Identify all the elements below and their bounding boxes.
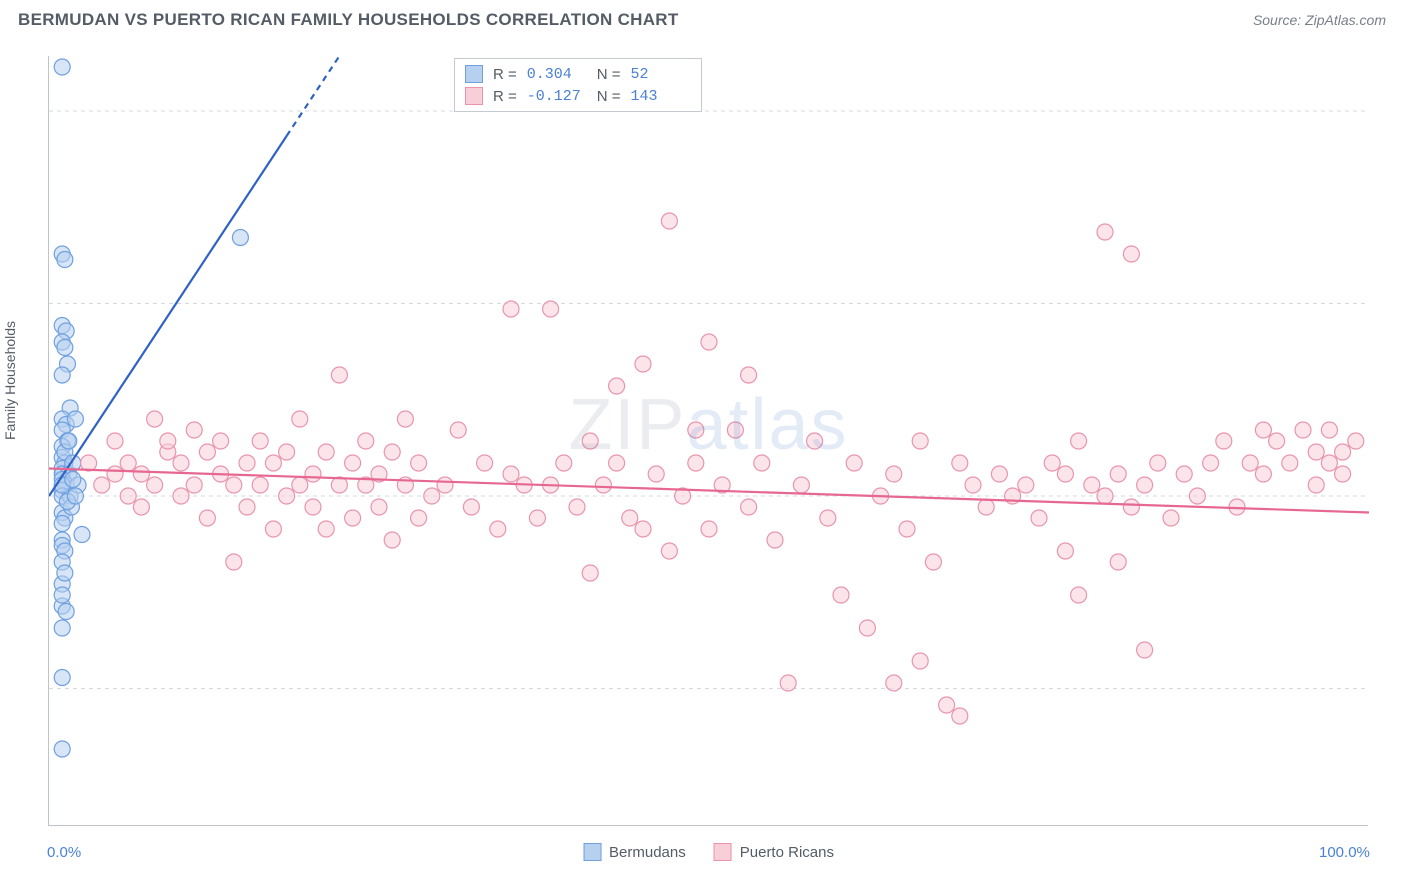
- legend-label: Puerto Ricans: [740, 844, 834, 861]
- r-label: R =: [493, 66, 517, 83]
- header: BERMUDAN VS PUERTO RICAN FAMILY HOUSEHOL…: [0, 0, 1406, 40]
- series-swatch-icon: [714, 843, 732, 861]
- scatter-plot: [49, 56, 1369, 826]
- n-value: 143: [631, 88, 691, 105]
- n-label: N =: [597, 88, 621, 105]
- plot-area: ZIPatlas R = 0.304 N = 52 R = -0.127 N =…: [48, 56, 1368, 826]
- x-tick-label: 100.0%: [1319, 844, 1370, 861]
- series-swatch-icon: [583, 843, 601, 861]
- y-axis-label: Family Households: [2, 321, 18, 440]
- chart-title: BERMUDAN VS PUERTO RICAN FAMILY HOUSEHOL…: [18, 10, 679, 30]
- series-legend: Bermudans Puerto Ricans: [583, 843, 834, 861]
- legend-label: Bermudans: [609, 844, 686, 861]
- correlation-row: R = -0.127 N = 143: [465, 85, 691, 107]
- legend-item: Bermudans: [583, 843, 686, 861]
- r-value: 0.304: [527, 66, 587, 83]
- correlation-row: R = 0.304 N = 52: [465, 63, 691, 85]
- correlation-legend: R = 0.304 N = 52 R = -0.127 N = 143: [454, 58, 702, 112]
- series-swatch-icon: [465, 65, 483, 83]
- chart-source: Source: ZipAtlas.com: [1253, 12, 1386, 28]
- n-value: 52: [631, 66, 691, 83]
- r-label: R =: [493, 88, 517, 105]
- chart-container: BERMUDAN VS PUERTO RICAN FAMILY HOUSEHOL…: [0, 0, 1406, 892]
- legend-item: Puerto Ricans: [714, 843, 834, 861]
- x-tick-label: 0.0%: [47, 844, 81, 861]
- series-swatch-icon: [465, 87, 483, 105]
- r-value: -0.127: [527, 88, 587, 105]
- n-label: N =: [597, 66, 621, 83]
